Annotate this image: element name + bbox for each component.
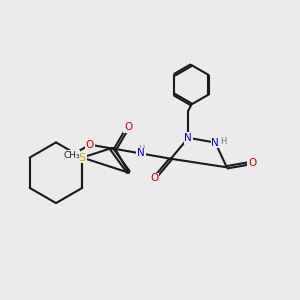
Text: O: O — [124, 122, 132, 132]
Text: N: N — [184, 133, 192, 143]
Text: CH₃: CH₃ — [63, 151, 80, 160]
Text: S: S — [79, 153, 86, 163]
Text: N: N — [137, 148, 145, 158]
Text: H: H — [138, 145, 144, 154]
Text: O: O — [86, 140, 94, 150]
Text: O: O — [150, 173, 158, 184]
Text: N: N — [212, 138, 219, 148]
Text: H: H — [220, 136, 227, 146]
Text: O: O — [248, 158, 256, 168]
